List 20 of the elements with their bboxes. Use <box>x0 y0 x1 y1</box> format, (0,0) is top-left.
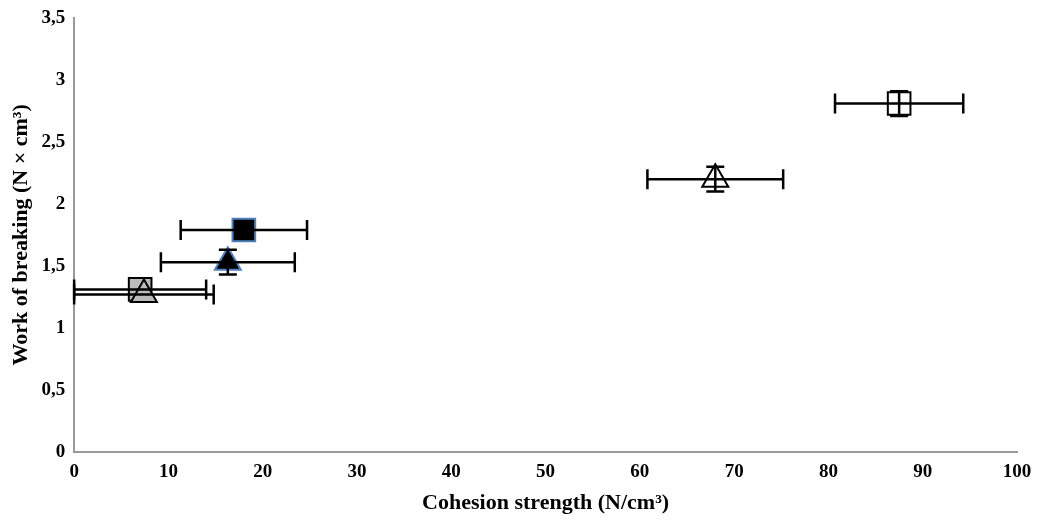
x-tick-label: 100 <box>1002 460 1032 482</box>
y-tick-label: 1,5 <box>41 253 66 275</box>
y-axis-title: Work of breaking (N × cm³) <box>6 104 32 366</box>
y-tick-label: 0 <box>55 439 66 461</box>
x-tick-label: 90 <box>913 460 933 482</box>
y-tick-label: 1 <box>55 315 66 337</box>
y-tick-label: 3,5 <box>41 5 66 27</box>
y-tick-label: 0,5 <box>41 377 66 399</box>
x-tick-label: 50 <box>536 460 556 482</box>
x-tick-label: 60 <box>630 460 650 482</box>
y-tick-label: 3 <box>55 67 66 89</box>
x-tick-label: 80 <box>818 460 838 482</box>
y-tick-label: 2,5 <box>41 129 66 151</box>
x-tick-label: 20 <box>253 460 273 482</box>
x-tick-label: 10 <box>158 460 178 482</box>
y-tick-label: 2 <box>55 191 66 213</box>
x-tick-label: 70 <box>724 460 744 482</box>
x-axis-title: Cohesion strength (N/cm³) <box>422 489 670 515</box>
x-tick-label: 40 <box>441 460 461 482</box>
x-tick-label: 30 <box>347 460 367 482</box>
